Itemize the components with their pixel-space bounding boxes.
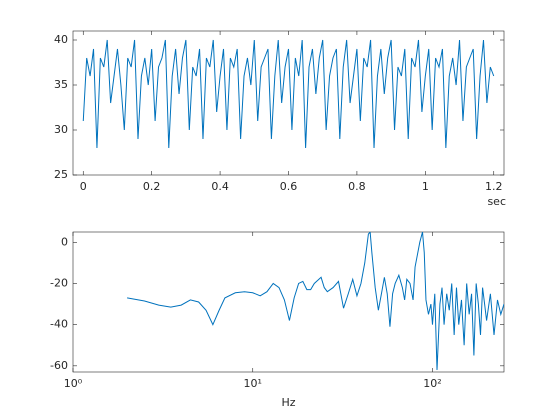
y-tick-label: -20	[50, 276, 68, 289]
x-tick-label: 1.2	[485, 180, 503, 193]
y-tick-label: 35	[54, 78, 68, 91]
y-tick-label: -40	[50, 318, 68, 331]
y-tick-label: -60	[50, 359, 68, 372]
x-tick-label: 0.2	[143, 180, 161, 193]
x-tick-label: 10¹	[244, 377, 262, 390]
axes-box	[72, 231, 505, 373]
y-tick-label: 30	[54, 123, 68, 136]
x-tick-label: 0.4	[211, 180, 229, 193]
x-tick-label: 10⁰	[64, 377, 83, 390]
x-tick-label: 10²	[423, 377, 441, 390]
y-tick-label: 25	[54, 168, 68, 181]
y-tick-label: 40	[54, 33, 68, 46]
x-axis-label: sec	[487, 195, 506, 208]
x-tick-label: 0	[80, 180, 87, 193]
x-axis-label: Hz	[281, 396, 295, 409]
x-tick-label: 0.6	[280, 180, 298, 193]
x-tick-label: 1	[422, 180, 429, 193]
x-tick-label: 0.8	[348, 180, 366, 193]
data-line	[82, 39, 495, 149]
data-line	[127, 232, 504, 370]
y-tick-label: 0	[61, 235, 68, 248]
